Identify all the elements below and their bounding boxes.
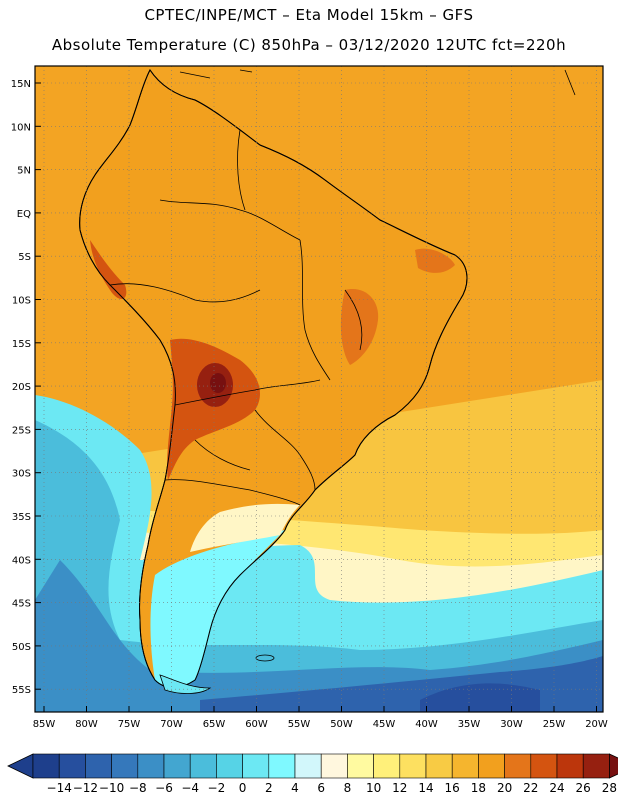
lat-label: 10S xyxy=(12,296,31,307)
lat-label: 40S xyxy=(12,555,31,566)
colorbar-right-arrow xyxy=(609,753,618,779)
hot-zone-ne xyxy=(415,248,455,273)
caribbean-islands xyxy=(179,69,576,96)
colorbar-swatch xyxy=(216,753,243,779)
colorbar-left-arrow xyxy=(7,753,34,779)
colorbar-swatch xyxy=(451,753,479,779)
lon-label: 70W xyxy=(160,719,183,730)
hot-zone-brazil xyxy=(340,289,379,365)
lon-label: 80W xyxy=(75,719,98,730)
colorbar-swatch xyxy=(556,753,584,779)
lat-label: 10N xyxy=(11,122,31,133)
lon-label: 50W xyxy=(330,719,353,730)
colorbar-label: 26 xyxy=(576,781,591,795)
colorbar-swatch xyxy=(58,753,86,779)
colorbar-label: 8 xyxy=(344,781,352,795)
colorbar-swatch xyxy=(582,753,610,779)
lon-label: 60W xyxy=(245,719,268,730)
lon-label: 55W xyxy=(288,719,311,730)
colorbar-swatch xyxy=(504,753,532,779)
lat-label: EQ xyxy=(17,209,31,220)
colorbar-swatch xyxy=(530,753,558,779)
colorbar-label: −4 xyxy=(181,781,199,795)
lat-label: 15S xyxy=(12,339,31,350)
colorbar-label: −8 xyxy=(129,781,147,795)
lat-label: 50S xyxy=(12,642,31,653)
hot-core-2 xyxy=(210,373,226,393)
lat-label: 45S xyxy=(12,599,31,610)
map-grid xyxy=(35,66,603,712)
colorbar-label: −12 xyxy=(73,781,98,795)
colorbar-swatch xyxy=(32,753,60,779)
hot-zone-chaco xyxy=(167,338,260,480)
header-line-1: CPTEC/INPE/MCT – Eta Model 15km – GFS xyxy=(144,6,474,24)
coastline xyxy=(79,69,468,688)
lat-label: 55S xyxy=(12,685,31,696)
country-borders xyxy=(109,129,363,506)
colorbar-label: 28 xyxy=(602,781,617,795)
colorbar-label: 2 xyxy=(265,781,273,795)
lat-label: 5S xyxy=(18,252,31,263)
latitude-labels: 15N 10N 5N EQ 5S 10S 15S 20S 25S 30S 35S 40S 45S 50S 5… xyxy=(11,79,31,696)
lon-label: 75W xyxy=(118,719,141,730)
colorbar-swatch xyxy=(347,753,374,779)
colorbar-swatch xyxy=(242,753,270,779)
colorbar-label: 18 xyxy=(471,781,486,795)
patagonia-cool xyxy=(150,530,285,688)
lat-label: 30S xyxy=(12,469,31,480)
colorbar-swatch xyxy=(163,753,191,779)
colorbar-label: 20 xyxy=(497,781,512,795)
cold-water-core xyxy=(420,683,540,712)
lon-label: 25W xyxy=(543,719,566,730)
colorbar-label: 10 xyxy=(366,781,381,795)
colorbar-label: −10 xyxy=(99,781,124,795)
lat-label: 35S xyxy=(12,512,31,523)
colorbar-swatch xyxy=(268,753,296,779)
tierra-del-fuego xyxy=(159,674,212,694)
lon-label: 65W xyxy=(203,719,226,730)
colorbar-label: 16 xyxy=(445,781,460,795)
colorbar-swatch xyxy=(320,753,348,779)
lat-label: 25S xyxy=(12,425,31,436)
colorbar-swatch xyxy=(478,753,505,779)
lon-label: 35W xyxy=(458,719,481,730)
colorbar: −14 −12 −10 −8 −6 −4 −2 0 2 4 6 8 10 12 14 16 18 20 22 24 26… xyxy=(7,753,618,795)
lon-label: 40W xyxy=(415,719,438,730)
colorbar-label: −14 xyxy=(47,781,72,795)
colorbar-label: 12 xyxy=(392,781,407,795)
colorbar-swatch xyxy=(111,753,139,779)
lon-label: 45W xyxy=(373,719,396,730)
lon-label: 30W xyxy=(500,719,523,730)
colorbar-swatch xyxy=(189,753,217,779)
lon-label: 85W xyxy=(33,719,56,730)
colorbar-label: −2 xyxy=(208,781,226,795)
map-frame xyxy=(34,65,604,713)
header-line-2: Absolute Temperature (C) 850hPa – 03/12/… xyxy=(51,36,567,54)
lat-label: 20S xyxy=(12,382,31,393)
colorbar-swatch xyxy=(399,753,427,779)
colorbar-swatch xyxy=(85,753,112,779)
colorbar-swatch xyxy=(137,753,165,779)
colorbar-label: 22 xyxy=(523,781,538,795)
longitude-labels: 85W 80W 75W 70W 65W 60W 55W 50W 45W 40W 35W 30W 25W 2… xyxy=(33,719,608,730)
colorbar-swatch xyxy=(373,753,401,779)
colorbar-label: 6 xyxy=(317,781,325,795)
falklands xyxy=(255,654,275,662)
colorbar-label: 0 xyxy=(239,781,247,795)
map-field xyxy=(35,66,603,712)
colorbar-swatch xyxy=(425,753,453,779)
colorbar-label: −6 xyxy=(155,781,173,795)
colorbar-swatch xyxy=(294,753,322,779)
argentina-mild xyxy=(190,503,300,552)
colorbar-label: 4 xyxy=(291,781,299,795)
colorbar-label: 14 xyxy=(418,781,433,795)
lon-label: 20W xyxy=(585,719,608,730)
colorbar-label: 24 xyxy=(549,781,564,795)
lat-label: 15N xyxy=(11,79,31,90)
lat-label: 5N xyxy=(17,166,31,177)
